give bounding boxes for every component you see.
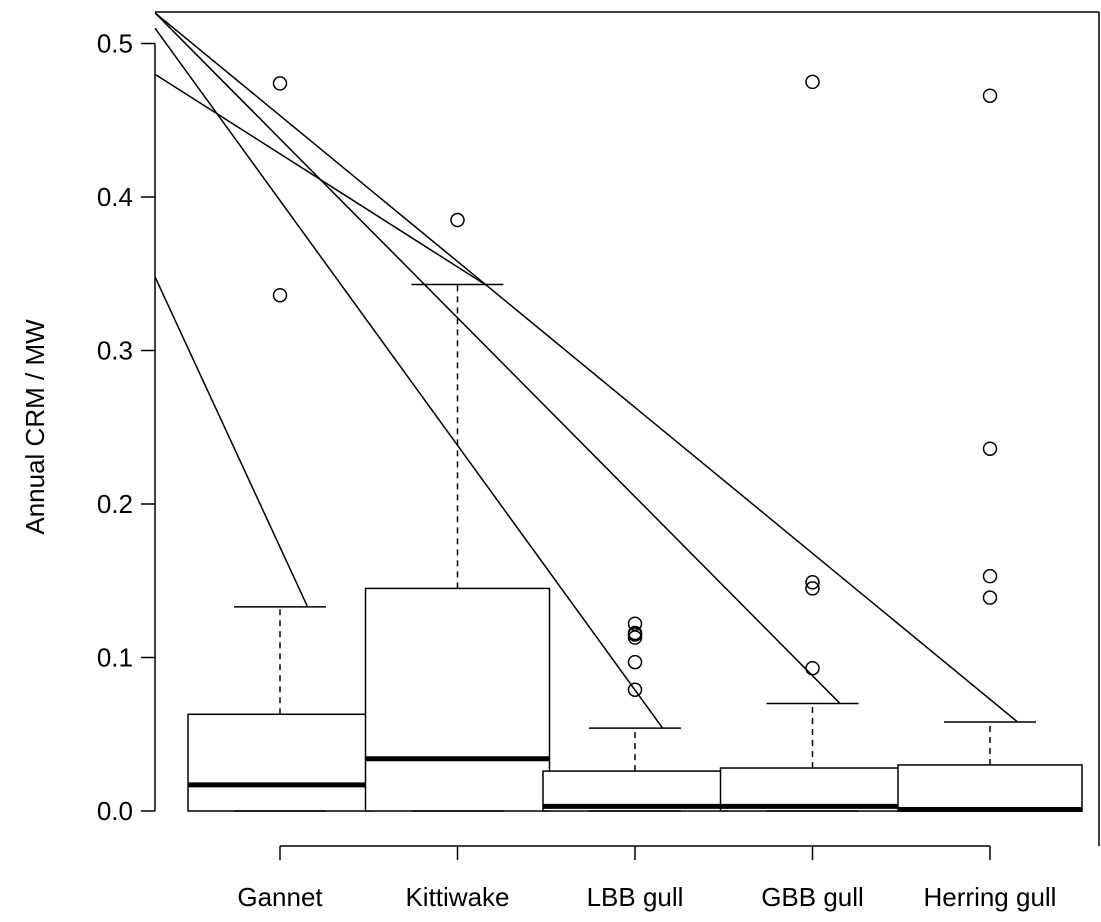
boxes <box>187 74 1083 812</box>
box-lbb-gull <box>542 616 728 812</box>
outlier-point <box>627 682 643 697</box>
outlier-point <box>982 88 998 103</box>
y-axis-label: Annual CRM / MW <box>20 319 50 535</box>
box-rect <box>187 713 373 812</box>
x-tick-label: LBB gull <box>587 882 684 912</box>
outlier-point <box>627 616 643 631</box>
outlier-point <box>805 74 820 90</box>
outlier-point <box>450 212 465 228</box>
label-line <box>154 12 1019 723</box>
y-tick-label: 0.3 <box>97 336 133 366</box>
x-tick-label: Herring gull <box>924 882 1057 912</box>
x-tick-label: GBB gull <box>761 882 864 912</box>
outlier-point <box>272 76 288 91</box>
outlier-point <box>627 625 643 641</box>
outlier-point <box>627 654 643 670</box>
box-rect <box>719 767 906 812</box>
box-herring-gull <box>897 88 1083 812</box>
box-gannet <box>187 76 373 812</box>
outlier-point <box>805 575 820 590</box>
y-tick-label: 0.4 <box>97 182 133 212</box>
box-gbb-gull <box>719 74 906 812</box>
y-axis: 0.0 0.1 0.2 0.3 0.4 0.5 <box>97 29 156 826</box>
y-tick-label: 0.2 <box>97 489 133 519</box>
box-rect <box>364 587 551 812</box>
label-line <box>154 276 309 608</box>
outlier-point <box>272 287 288 303</box>
x-tick-label: Kittiwake <box>405 882 509 912</box>
label-line <box>154 12 841 705</box>
outlier-point <box>982 441 998 456</box>
box-rect <box>897 764 1083 812</box>
box-kittiwake <box>364 212 551 812</box>
x-axis: Gannet Kittiwake LBB gull GBB gull Herring g… <box>237 845 1057 912</box>
outlier-point <box>982 590 998 605</box>
y-tick-label: 0.5 <box>97 29 133 59</box>
outlier-point <box>805 581 820 596</box>
outlier-point <box>805 660 820 676</box>
y-tick-label: 0.0 <box>97 796 133 826</box>
label-lines <box>154 12 1019 729</box>
x-tick-label: Gannet <box>237 882 323 912</box>
plot-frame <box>155 11 1100 846</box>
label-line <box>154 27 664 729</box>
outlier-point <box>982 568 998 584</box>
y-tick-label: 0.1 <box>97 643 133 673</box>
